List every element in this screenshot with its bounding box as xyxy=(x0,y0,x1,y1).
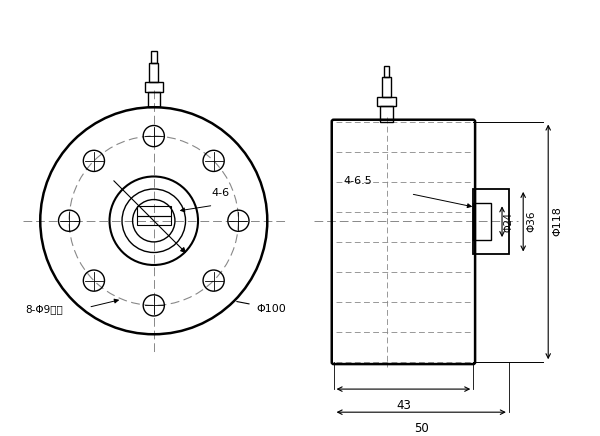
Text: 4-6: 4-6 xyxy=(211,187,230,198)
Text: 4-6.5: 4-6.5 xyxy=(343,176,372,186)
Bar xyxy=(148,92,160,107)
Bar xyxy=(151,51,157,63)
Bar xyxy=(377,97,396,106)
Bar xyxy=(383,66,389,78)
Bar xyxy=(137,216,171,225)
Text: 50: 50 xyxy=(414,422,428,435)
Bar xyxy=(145,82,163,92)
Bar xyxy=(380,106,393,122)
Text: 43: 43 xyxy=(396,399,411,412)
Bar xyxy=(473,204,491,240)
Text: Φ100: Φ100 xyxy=(257,304,286,314)
Bar xyxy=(149,63,158,82)
Text: Φ24: Φ24 xyxy=(504,212,514,232)
Text: Φ36: Φ36 xyxy=(526,211,536,232)
Bar xyxy=(473,189,509,255)
Text: Φ118: Φ118 xyxy=(552,206,562,236)
Bar xyxy=(137,207,171,216)
Bar xyxy=(382,78,391,97)
Text: 8-Φ9均布: 8-Φ9均布 xyxy=(25,304,62,314)
